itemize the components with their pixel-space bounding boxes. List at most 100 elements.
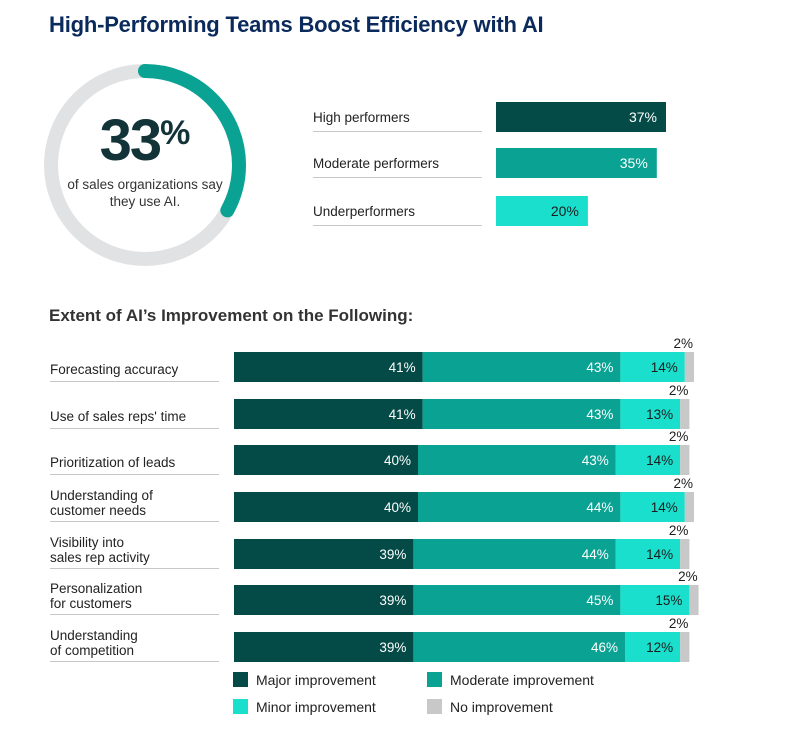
row-label: Understanding of customer needs — [50, 488, 153, 518]
legend-swatch-minor — [233, 699, 248, 715]
segment-value-label: 44% — [586, 500, 613, 515]
segment-value-label-outside: 2% — [669, 523, 689, 538]
section-title: Extent of AI’s Improvement on the Follow… — [49, 306, 414, 325]
segment-value-label: 14% — [651, 360, 678, 375]
row-label-line: Visibility into — [50, 535, 124, 550]
bar-segment-1 — [422, 399, 621, 429]
segment-value-label: 39% — [379, 547, 406, 562]
segment-value-label: 40% — [384, 453, 411, 468]
segment-value-label: 15% — [655, 593, 682, 608]
segment-value-label: 39% — [379, 640, 406, 655]
segment-value-label-outside: 2% — [673, 476, 693, 491]
legend-label-moderate: Moderate improvement — [450, 671, 594, 688]
row-label-line: Understanding of — [50, 488, 153, 503]
row-label: Personalization for customers — [50, 581, 142, 611]
performer-bar — [496, 196, 588, 226]
bar-segment-0 — [234, 585, 414, 615]
segment-value-label: 12% — [646, 640, 673, 655]
bar-segment-3 — [680, 539, 690, 569]
legend-item-major: Major improvement — [233, 671, 376, 689]
legend-label-minor: Minor improvement — [256, 698, 376, 715]
bar-segment-2 — [615, 539, 681, 569]
performer-label: High performers — [313, 110, 410, 125]
chart-title: High-Performing Teams Boost Efficiency w… — [49, 12, 544, 37]
bar-segment-0 — [234, 492, 418, 522]
bar-segment-2 — [620, 399, 681, 429]
bar-segment-0 — [234, 632, 414, 662]
bar-segment-1 — [422, 352, 621, 382]
bar-segment-2 — [615, 445, 681, 475]
row-label-line: customer needs — [50, 503, 146, 518]
segment-value-label: 40% — [384, 500, 411, 515]
segment-value-label: 46% — [591, 640, 618, 655]
donut-arc — [44, 64, 246, 266]
segment-value-label: 44% — [582, 547, 609, 562]
improvement-stacked-bar-chart: Forecasting accuracy 41% 43% 14%2%Use of sa… — [50, 336, 699, 662]
segment-value-label: 43% — [582, 453, 609, 468]
segment-value-label-outside: 2% — [673, 336, 693, 351]
bar-segment-2 — [620, 492, 685, 522]
bar-segment-0 — [234, 399, 423, 429]
bar-segment-3 — [684, 352, 694, 382]
segment-value-label: 39% — [379, 593, 406, 608]
donut-big-percentage: 33% — [40, 112, 250, 170]
bar-segment-1 — [413, 585, 621, 615]
row-label-line: Understanding — [50, 628, 138, 643]
usage-donut-chart — [44, 64, 246, 266]
row-label-line: for customers — [50, 596, 132, 611]
row-label: Understanding of competition — [50, 628, 138, 658]
segment-value-label: 41% — [389, 360, 416, 375]
performer-bar — [496, 102, 666, 132]
performer-bar-chart: High performers 37% Moderate performers 35%… — [313, 102, 666, 226]
segment-value-label: 43% — [586, 407, 613, 422]
bar-segment-3 — [680, 445, 690, 475]
legend-item-none: No improvement — [427, 698, 553, 716]
performer-value-label: 37% — [629, 109, 657, 125]
legend-item-moderate: Moderate improvement — [427, 671, 594, 689]
segment-value-label: 14% — [646, 547, 673, 562]
bar-segment-2 — [620, 585, 690, 615]
row-label: Forecasting accuracy — [50, 362, 179, 377]
segment-value-label: 14% — [646, 453, 673, 468]
legend-swatch-none — [427, 699, 442, 715]
bar-segment-3 — [684, 492, 694, 522]
performer-label: Underperformers — [313, 204, 415, 219]
row-label-line: of competition — [50, 643, 134, 658]
donut-caption: of sales organizations say they use AI. — [67, 177, 223, 209]
segment-value-label: 41% — [389, 407, 416, 422]
bar-segment-2 — [625, 632, 681, 662]
performer-value-label: 20% — [551, 203, 579, 219]
row-label-line: Personalization — [50, 581, 142, 596]
bar-segment-1 — [418, 445, 616, 475]
bar-segment-3 — [680, 399, 690, 429]
legend-swatch-moderate — [427, 672, 442, 688]
bar-segment-1 — [418, 492, 621, 522]
performer-label: Moderate performers — [313, 156, 439, 171]
legend-label-none: No improvement — [450, 698, 553, 715]
bar-segment-3 — [680, 632, 690, 662]
segment-value-label-outside: 2% — [669, 383, 689, 398]
performer-value-label: 35% — [620, 155, 648, 171]
bar-segment-1 — [413, 632, 625, 662]
performer-bar — [496, 148, 657, 178]
row-label: Prioritization of leads — [50, 455, 176, 470]
legend-swatch-major — [233, 672, 248, 688]
row-label-line: sales rep activity — [50, 550, 150, 565]
bar-segment-1 — [413, 539, 616, 569]
legend-label-major: Major improvement — [256, 671, 376, 688]
segment-value-label-outside: 2% — [669, 429, 689, 444]
bar-segment-0 — [234, 445, 418, 475]
row-label: Visibility into sales rep activity — [50, 535, 150, 565]
bar-segment-2 — [620, 352, 685, 382]
segment-value-label-outside: 2% — [669, 616, 689, 631]
segment-value-label: 43% — [586, 360, 613, 375]
segment-value-label: 14% — [651, 500, 678, 515]
donut-value: 33 — [99, 108, 162, 173]
bar-segment-0 — [234, 539, 414, 569]
bar-segment-0 — [234, 352, 423, 382]
segment-value-label: 13% — [646, 407, 673, 422]
bar-segment-3 — [689, 585, 699, 615]
segment-value-label-outside: 2% — [678, 569, 698, 584]
legend-item-minor: Minor improvement — [233, 698, 376, 716]
segment-value-label: 45% — [586, 593, 613, 608]
